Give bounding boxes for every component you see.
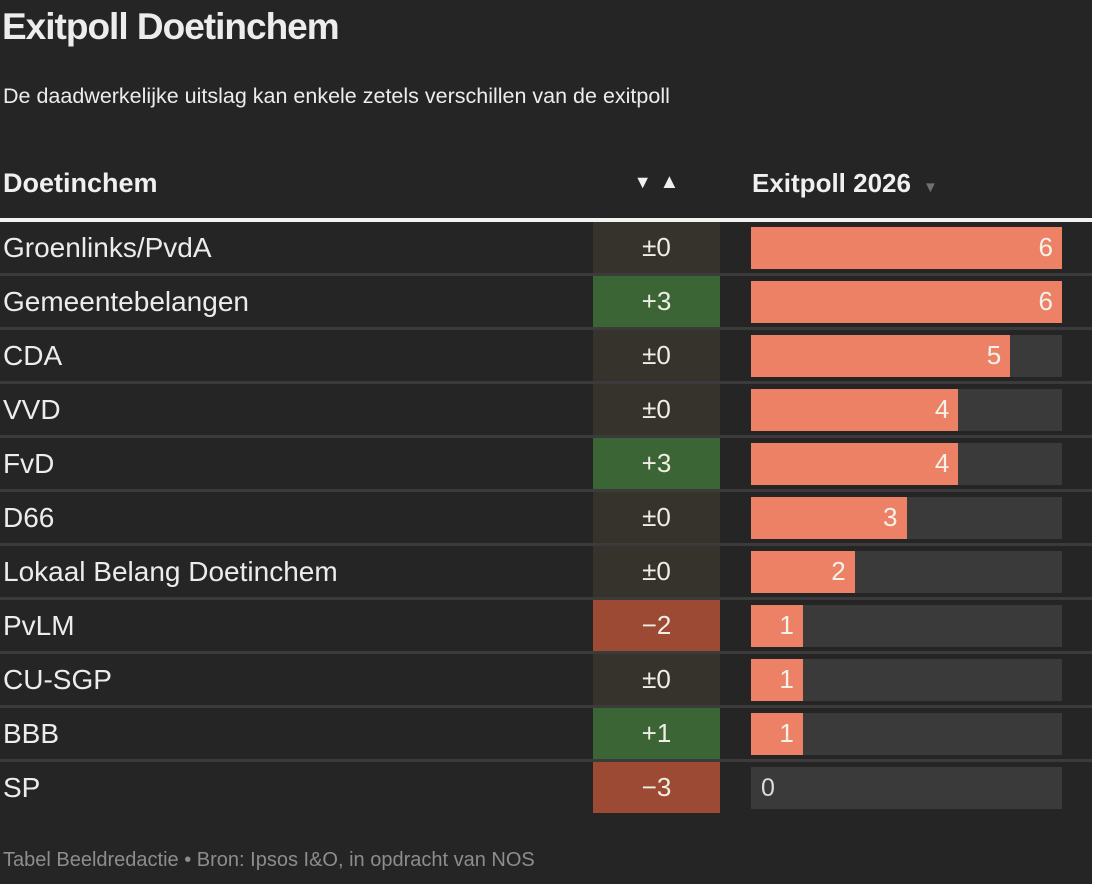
party-name: FvD [3,448,55,479]
seats-value-zero: 0 [761,773,775,802]
seats-value: 6 [1038,232,1053,262]
seats-bar-cell: 4 [751,384,1092,435]
seats-bar-cell: 4 [751,438,1092,489]
seats-bar-cell: 2 [751,546,1092,597]
seats-bar-track: 0 [751,766,1062,809]
party-name: SP [3,772,41,803]
seats-bar-track: 1 [751,712,1062,755]
seats-bar-cell: 5 [751,330,1092,381]
party-name: D66 [3,502,55,533]
party-name: CU-SGP [3,664,112,695]
seats-value: 2 [831,556,846,586]
seat-change-badge: −3 [593,762,720,813]
seat-change-badge: ±0 [593,546,720,597]
seats-bar-cell: 3 [751,492,1092,543]
seats-bar-cell: 6 [751,222,1092,273]
seats-value: 4 [934,394,950,424]
seats-value: 4 [934,448,950,478]
seat-change-badge: −2 [593,600,720,651]
seats-bar: 3 [751,496,907,539]
seats-bar-track: 5 [751,334,1062,377]
table-row: PvLM −2 1 [0,600,1092,654]
seats-bar: 6 [751,226,1062,269]
table-row: Gemeentebelangen +3 6 [0,276,1092,330]
column-header-exitpoll[interactable]: Exitpoll 2026 ▼ [752,168,938,199]
seat-change-badge: +3 [593,438,720,489]
disclaimer-text: De daadwerkelijke uitslag kan enkele zet… [3,84,670,108]
seats-value: 6 [1038,286,1053,316]
seats-bar: 1 [751,604,803,647]
seat-change-badge: ±0 [593,384,720,435]
column-header-municipality: Doetinchem [3,168,158,198]
page-title: Exitpoll Doetinchem [2,6,340,47]
seats-bar-track: 1 [751,604,1062,647]
seats-bar-cell: 1 [751,600,1092,651]
party-name: BBB [3,718,60,749]
table-row: CDA ±0 5 [0,330,1092,384]
seats-bar: 4 [751,442,959,485]
seat-change-badge: ±0 [593,222,720,273]
table-row: BBB +1 1 [0,708,1092,762]
seat-change-badge: +3 [593,276,720,327]
seats-value: 1 [779,610,794,640]
party-name: Gemeentebelangen [3,286,249,317]
source-credit: Tabel Beeldredactie • Bron: Ipsos I&O, i… [3,849,535,871]
seat-change-badge: ±0 [593,492,720,543]
seats-value: 3 [883,502,898,532]
party-name: VVD [3,394,61,425]
seat-change-badge: ±0 [593,330,720,381]
table-row: VVD ±0 4 [0,384,1092,438]
table-row: D66 ±0 3 [0,492,1092,546]
change-sort-control[interactable]: ▼ ▲ [593,171,720,194]
sort-ascending-icon[interactable]: ▲ [659,171,680,193]
seats-bar-cell: 1 [751,654,1092,705]
table-row: CU-SGP ±0 1 [0,654,1092,708]
seats-bar: 4 [751,388,959,431]
header-divider [0,218,1092,222]
seats-bar-cell: 0 [751,762,1092,813]
seat-change-badge: ±0 [593,654,720,705]
seat-change-badge: +1 [593,708,720,759]
party-name: Groenlinks/PvdA [3,232,212,263]
party-name: PvLM [3,610,75,641]
party-name: CDA [3,340,63,371]
seats-bar: 1 [751,712,803,755]
seats-bar: 6 [751,280,1062,323]
seats-bar: 1 [751,658,803,701]
seats-bar-track: 4 [751,442,1062,485]
seats-bar: 2 [751,550,855,593]
table-header: Doetinchem ▼ ▲ Exitpoll 2026 ▼ [0,168,1092,208]
party-name: Lokaal Belang Doetinchem [3,556,338,587]
seats-value: 5 [986,340,1002,370]
seats-bar-track: 6 [751,280,1062,323]
seats-value: 1 [779,718,794,748]
seats-bar-cell: 1 [751,708,1092,759]
column-header-exitpoll-label: Exitpoll 2026 [752,168,911,198]
table-row: SP −3 0 [0,762,1092,813]
sort-descending-icon[interactable]: ▼ [633,172,652,192]
table-row: Lokaal Belang Doetinchem ±0 2 [0,546,1092,600]
seats-bar-track: 1 [751,658,1062,701]
seats-bar-track: 4 [751,388,1062,431]
table-body: Groenlinks/PvdA ±0 6 Gemeentebelangen +3… [0,222,1092,813]
table-row: Groenlinks/PvdA ±0 6 [0,222,1092,276]
seats-value: 1 [779,664,794,694]
table-row: FvD +3 4 [0,438,1092,492]
sort-caret-icon: ▼ [922,179,938,196]
seats-bar-track: 3 [751,496,1062,539]
seats-bar-track: 2 [751,550,1062,593]
seats-bar-track: 6 [751,226,1062,269]
seats-bar: 5 [751,334,1011,377]
seats-bar-cell: 6 [751,276,1092,327]
